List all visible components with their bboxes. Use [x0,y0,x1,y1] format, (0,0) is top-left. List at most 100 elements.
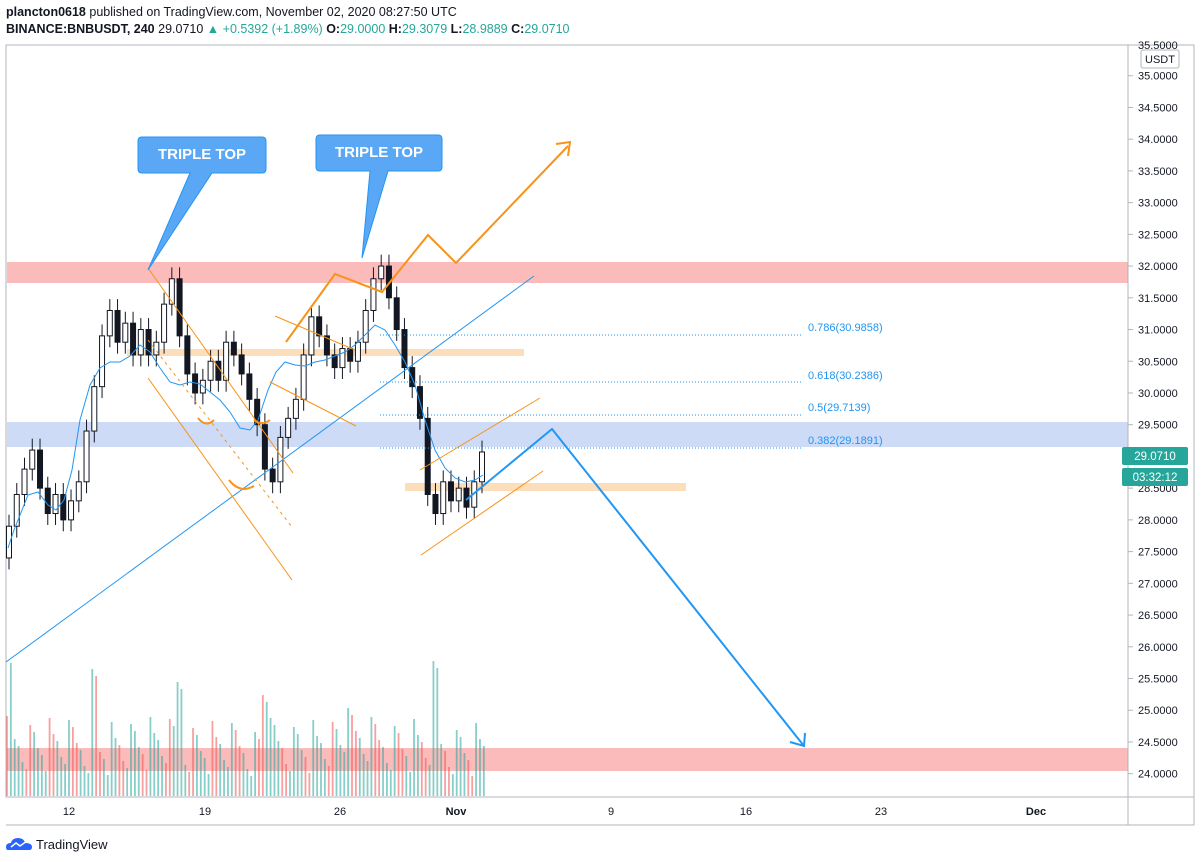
volume-bar [165,763,167,796]
candle-body[interactable] [447,481,454,502]
volume-bar [180,689,183,796]
volume-bar [192,728,194,796]
candle-body[interactable] [29,449,36,470]
candle-body[interactable] [37,449,44,489]
flag-channel[interactable] [269,315,357,427]
currency-badge-label: USDT [1145,54,1175,66]
candle-body[interactable] [308,316,315,356]
volume-bar [386,763,388,796]
chart-header: plancton0618 published on TradingView.co… [6,4,570,38]
volume-bar [242,753,245,796]
candle-body[interactable] [83,430,90,483]
volume-bar [432,661,435,796]
candle-body[interactable] [261,424,268,470]
volume-bar [211,721,214,796]
candle-body[interactable] [339,348,346,369]
candle-body[interactable] [432,493,439,515]
candle-body[interactable] [331,354,338,369]
symbol-name[interactable]: BINANCE:BNBUSDT, 240 [6,22,155,36]
candle-body[interactable] [153,341,160,356]
candle-body[interactable] [13,493,20,527]
candle-body[interactable] [378,265,385,280]
time-tick-label: 19 [199,806,211,818]
curve-3 [253,419,271,424]
candle-body[interactable] [68,500,75,521]
candle-body[interactable] [401,329,408,369]
volume-bar [358,738,361,796]
candle-body[interactable] [168,278,175,305]
candle-body[interactable] [176,278,183,337]
volume-bar [13,739,16,796]
candle-body[interactable] [238,354,245,375]
falling-channel[interactable] [147,267,294,581]
candle-body[interactable] [316,316,323,337]
close-value: 29.0710 [524,22,570,36]
volume-bar [157,740,160,796]
volume-bar [234,730,237,796]
volume-bar [281,748,284,796]
candle-body[interactable] [424,417,431,495]
candle-body[interactable] [21,468,28,495]
candle-body[interactable] [161,303,168,343]
candle-body[interactable] [137,329,144,356]
candle-body[interactable] [285,417,292,438]
candle-body[interactable] [184,335,191,375]
candle-body[interactable] [409,367,416,388]
volume-bar [304,757,307,796]
candle-body[interactable] [75,481,82,502]
candle-body[interactable] [300,354,307,400]
candle-body[interactable] [347,348,354,362]
volume-bar [269,718,272,796]
volume-bar [413,719,415,796]
low-label: L: [450,22,463,36]
candle-body[interactable] [207,360,214,381]
callout-triple-top-1[interactable]: TRIPLE TOP [137,136,267,271]
candle-body[interactable] [440,481,447,515]
publisher-name[interactable]: plancton0618 [6,5,86,19]
price-axis[interactable]: 35.0000 34.5000 34.0000 33.5000 33.0000 32.50… [1128,71,1178,781]
candle-body[interactable] [323,335,330,356]
currency-badge[interactable] [1140,49,1180,69]
candle-body[interactable] [230,341,237,356]
callout-triple-top-2[interactable]: TRIPLE TOP [315,134,443,259]
candle-body[interactable] [354,341,361,362]
rising-channel[interactable] [419,397,544,556]
candle-body[interactable] [254,398,261,426]
candle-body[interactable] [44,487,51,515]
candle-body[interactable] [455,487,462,502]
candle-body[interactable] [479,451,485,483]
candle-body[interactable] [122,322,129,343]
candle-body[interactable] [145,329,152,356]
candle-body[interactable] [99,335,106,388]
bearish-projection[interactable] [465,427,805,747]
candle-body[interactable] [292,398,299,419]
candle-body[interactable] [6,525,12,559]
volume-bar [440,744,443,796]
candle-body[interactable] [246,373,253,400]
blue-trendline[interactable] [5,275,535,663]
price-tick-label: 25.0000 [1138,705,1178,717]
volume-bar [176,682,179,796]
volume-bar [250,776,253,796]
volume-bar [393,726,396,796]
volume-bar [463,753,466,796]
volume-bar [444,751,446,796]
candle-body[interactable] [91,386,98,432]
candle-body[interactable] [223,341,230,381]
candle-body[interactable] [370,278,377,311]
volume-bar [91,669,94,796]
candle-body[interactable] [60,493,67,521]
candle-body[interactable] [269,468,276,483]
candle-body[interactable] [52,493,59,515]
candle-body[interactable] [106,309,113,337]
candle-body[interactable] [362,309,369,343]
candle-body[interactable] [114,309,121,343]
volume-bar [409,772,412,796]
tradingview-logo[interactable]: TradingView [6,834,108,854]
time-axis[interactable]: 12 19 26 Nov 9 16 23 Dec [63,806,1046,818]
candle-body[interactable] [393,297,400,331]
high-label: H: [388,22,402,36]
bullish-projection[interactable] [285,145,569,343]
candle-body[interactable] [130,322,137,356]
